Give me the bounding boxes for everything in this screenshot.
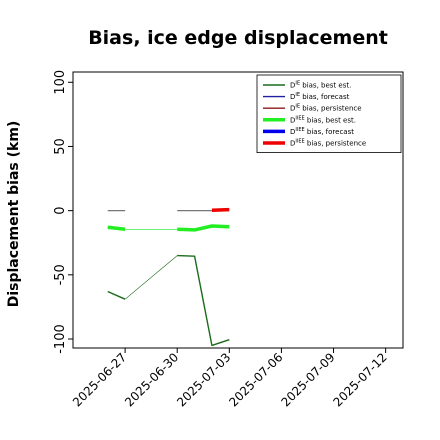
y-tick-label: -50: [53, 264, 68, 285]
legend-label: DIE bias, best est.: [290, 81, 351, 90]
x-tick-label: 2025-07-03: [174, 350, 233, 409]
legend-box: [256, 74, 402, 153]
x-tick-label: 2025-07-09: [278, 350, 337, 409]
y-tick-label: 0: [53, 207, 68, 215]
plot-frame: [72, 71, 404, 349]
series-line: [177, 254, 230, 347]
legend-label: DIIEE bias, best est.: [290, 115, 356, 124]
legend-label: DIIEE bias, forecast: [290, 127, 354, 136]
y-tick-label: 100: [53, 70, 68, 95]
series-line: [177, 224, 230, 232]
x-tick-label: 2025-06-30: [122, 350, 181, 409]
y-tick-label: -100: [53, 324, 68, 354]
x-tick-label: 2025-07-12: [331, 350, 390, 409]
y-axis-label: Displacement bias (km): [6, 121, 22, 308]
x-tick-label: 2025-07-06: [226, 350, 285, 409]
series-line: [211, 207, 230, 213]
series-line: [107, 290, 126, 300]
series-line: [107, 225, 126, 232]
legend-label: DIIEE bias, persistence: [290, 139, 366, 148]
legend: DIE bias, best est. DIE bias, forecast DIE…: [256, 74, 402, 153]
y-tick-label: 50: [53, 138, 68, 155]
series-line: [124, 255, 178, 300]
x-tick-label: 2025-06-27: [70, 350, 129, 409]
legend-label: DIE bias, persistence: [290, 104, 362, 113]
legend-label: DIE bias, forecast: [290, 92, 350, 101]
chart-title: Bias, ice edge displacement: [88, 27, 388, 49]
